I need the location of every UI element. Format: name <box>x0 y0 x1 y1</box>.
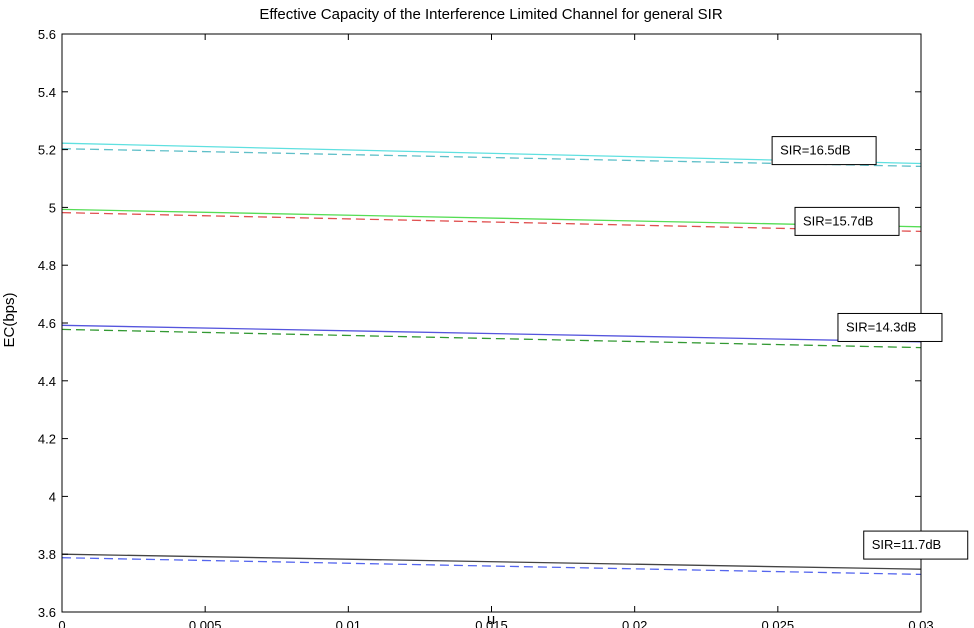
x-tick-label: 0 <box>58 618 65 628</box>
y-tick-label: 3.8 <box>38 547 56 562</box>
annotation-text: SIR=15.7dB <box>803 213 873 228</box>
y-tick-label: 5.6 <box>38 27 56 42</box>
annotation-text: SIR=16.5dB <box>780 143 850 158</box>
series-line-5 <box>61 324 922 343</box>
annotation-frame <box>863 530 969 560</box>
x-tick-label: 0.02 <box>622 618 647 628</box>
x-tick-label: 0.015 <box>475 618 508 628</box>
series-line-4 <box>61 211 922 233</box>
y-tick-label: 4.8 <box>38 258 56 273</box>
annotation-frame <box>771 136 877 166</box>
series-line-7 <box>61 553 922 570</box>
annotation-frame <box>837 312 943 342</box>
annotation-box: SIR=15.7dB <box>794 206 900 236</box>
series-layer <box>61 142 922 576</box>
annotation-text: SIR=11.7dB <box>872 537 942 552</box>
tick-layer: 0 0.005 0.01 0.015 0.02 0.025 0.03 3.6 3.8 4 4.2 4.… <box>38 27 934 628</box>
annotation-frame <box>794 206 900 236</box>
x-tick-label: 0.01 <box>336 618 361 628</box>
annotation-box: SIR=11.7dB <box>863 530 969 560</box>
x-tick-label: 0.005 <box>189 618 222 628</box>
series-line-6 <box>61 328 922 349</box>
annotation-box: SIR=14.3dB <box>837 312 943 342</box>
chart-title: Effective Capacity of the Interference L… <box>259 6 722 23</box>
x-tick-label: 0.025 <box>762 618 795 628</box>
y-tick-label: 4.2 <box>38 432 56 447</box>
y-tick-label: 5.4 <box>38 85 56 100</box>
series-line-8 <box>61 557 922 576</box>
y-tick-label: 4.6 <box>38 316 56 331</box>
annotation-box: SIR=16.5dB <box>771 136 877 166</box>
plot-area <box>62 34 921 612</box>
y-axis-label: EC(bps) <box>1 292 18 347</box>
x-tick-label: 0.03 <box>908 618 933 628</box>
y-tick-label: 5.2 <box>38 143 56 158</box>
y-tick-label: 3.6 <box>38 605 56 620</box>
y-tick-label: 4 <box>49 489 56 504</box>
y-tick-label: 5 <box>49 200 56 215</box>
annotation-text: SIR=14.3dB <box>846 319 916 334</box>
x-axis-label: u <box>487 611 495 628</box>
y-tick-label: 4.4 <box>38 374 56 389</box>
series-line-3 <box>61 208 922 228</box>
annotation-layer: SIR=16.5dB SIR=15.7dB SIR=14.3dB SIR=11.7dB <box>771 136 969 560</box>
